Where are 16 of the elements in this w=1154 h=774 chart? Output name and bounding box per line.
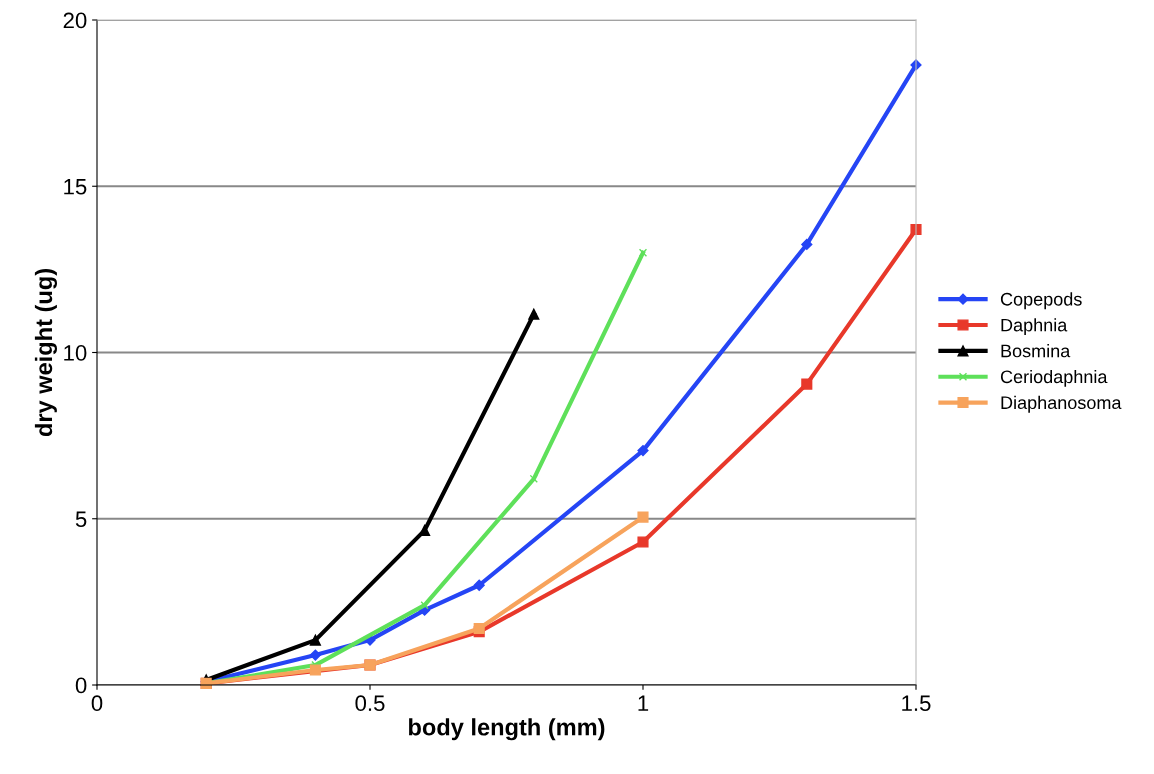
y-tick-label: 5 [75, 511, 87, 528]
x-tick-label: 1.5 [902, 695, 931, 712]
y-tick-label: 20 [63, 12, 87, 29]
y-tick-label: 15 [64, 179, 87, 195]
y-tick-label: 0 [75, 677, 87, 694]
x-tick-label: 0 [91, 695, 103, 712]
y-tick-label: 10 [64, 345, 87, 361]
y-axis-title: dry weight (ug) [34, 269, 58, 437]
legend-label: Diaphanosoma [1001, 395, 1122, 413]
legend-label: Ceriodaphnia [1000, 369, 1108, 387]
legend-label: Bosmina [1001, 344, 1071, 358]
x-axis-title: body length (mm) [409, 718, 605, 741]
legend-label: Copepods [1000, 292, 1082, 310]
x-tick-label: 1 [638, 695, 649, 711]
legend-label: Daphnia [1001, 318, 1068, 336]
x-tick-label: 0.5 [355, 695, 385, 712]
